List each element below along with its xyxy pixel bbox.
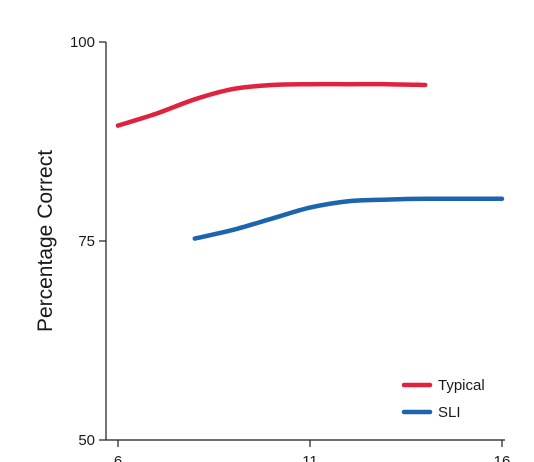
legend-label-sli: SLI xyxy=(438,404,461,421)
series-line-sli xyxy=(192,196,505,241)
axes: 50 75 100 6 11 16 xyxy=(70,34,510,462)
series-line-typical xyxy=(115,81,428,128)
x-tick-label: 16 xyxy=(494,453,511,462)
series-group xyxy=(115,81,505,241)
x-tick-label: 6 xyxy=(114,453,122,462)
legend-label-typical: Typical xyxy=(438,377,485,394)
x-tick-label: 11 xyxy=(302,453,318,462)
y-tick-label: 50 xyxy=(78,432,95,449)
legend: Typical SLI xyxy=(401,377,485,421)
y-tick-label: 100 xyxy=(70,34,95,51)
y-tick-label: 75 xyxy=(78,233,95,250)
y-axis-title: Percentage Correct xyxy=(34,150,57,332)
